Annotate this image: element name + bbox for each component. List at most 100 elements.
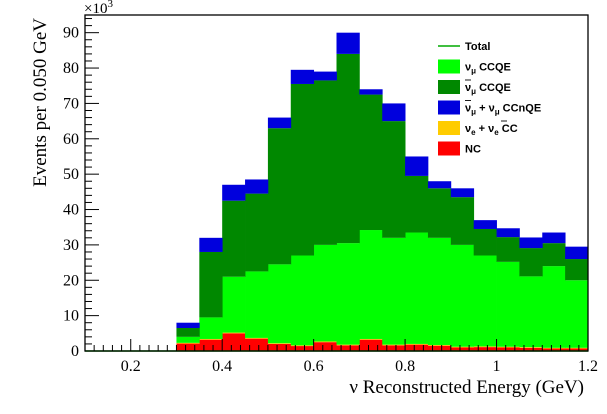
bar--ccqe-bin-14 [405,175,429,233]
y-tick-label: 40 [63,202,79,219]
bar--e-e-cc-bin-10 [313,341,337,343]
bar--e-e-cc-bin-5 [199,338,223,340]
bar-nc-bin-18 [496,347,520,351]
bar--ccnqe-bin-5 [199,237,223,252]
legend-label-rest2: CC [499,123,518,135]
legend-swatch [438,121,460,135]
bar-nc-bin-13 [382,345,406,351]
y-tick-label: 0 [71,343,79,360]
bar-nc-bin-17 [473,347,497,351]
x-tick-label: 1.2 [578,358,598,375]
bar--e-e-cc-bin-16 [450,346,475,348]
legend-swatch [438,141,460,156]
bar--ccqe-bin-16 [450,197,475,245]
x-axis: 0.2 0.4 0.6 0.8 1 1.2 [84,339,598,375]
bar--ccqe-bin-7 [245,271,269,338]
bar--ccnqe-bin-6 [222,184,246,201]
bar-nc-bin-7 [245,338,269,351]
y-tick-label: 60 [63,131,79,148]
legend-label-rest: + ν [476,123,495,135]
legend-swatch [438,100,460,115]
bar--ccnqe-bin-13 [382,103,406,122]
bar-nc-bin-21 [565,348,589,351]
bar--ccqe-bin-13 [382,121,406,238]
bar--e-e-cc-bin-12 [359,338,383,340]
bar--ccqe-bin-19 [519,248,543,277]
bar--e-e-cc-bin-21 [565,347,589,349]
bar-nc-bin-12 [359,339,383,351]
x-tick-label: 1 [493,358,501,375]
bar-nc-bin-15 [427,345,452,351]
bar--ccqe-bin-21 [565,259,589,281]
bar--ccnqe-bin-12 [359,89,383,95]
bar--ccqe-bin-21 [565,280,589,348]
bar--ccnqe-bin-8 [267,117,292,129]
legend-label: Total [465,41,490,53]
legend-swatch [438,80,460,94]
y-tick-label: 90 [63,25,79,42]
bar--e-e-cc-bin-19 [519,347,543,348]
y-tick-label: 70 [63,95,79,112]
bar--ccqe-bin-8 [267,264,292,344]
bar-nc-bin-11 [336,345,360,351]
y-axis: 0 10 20 30 40 50 60 70 80 90 [63,18,99,360]
y-tick-label: 20 [63,272,79,289]
x-tick-label: 0.8 [395,358,415,375]
bar--e-e-cc-bin-17 [473,346,497,348]
bar--ccnqe-bin-16 [450,188,475,198]
bar--ccnqe-bin-10 [313,71,337,81]
legend-label-sub2: e [494,128,499,137]
bar--ccqe-bin-14 [405,232,429,344]
bar--ccqe-bin-20 [542,243,566,267]
x-tick-label: 0.6 [304,358,324,375]
bar--ccqe-bin-20 [542,266,566,348]
plot-frame [84,14,589,352]
legend-label: νμ CCQE [465,82,511,96]
bar--ccqe-bin-12 [359,94,383,231]
bar--ccnqe-bin-4 [176,322,200,329]
bar--ccqe-bin-9 [290,255,315,346]
legend-label-main: ν [465,103,471,115]
bar--e-e-cc-bin-9 [290,345,315,347]
bar--ccqe-bin-11 [336,243,360,345]
bar-nc-bin-14 [405,344,429,351]
y-tick-label: 50 [63,166,79,183]
bar-nc-bin-16 [450,347,475,351]
x-axis-label: ν Reconstructed Energy (GeV) [349,377,584,398]
bar--e-e-cc-bin-13 [382,344,406,346]
bar--e-e-cc-bin-11 [336,344,360,346]
y-tick-label: 30 [63,237,79,254]
bar--ccqe-bin-10 [313,80,337,245]
bar--e-e-cc-bin-4 [176,342,200,344]
bar--ccnqe-bin-17 [473,220,497,229]
legend-label-sub: μ [471,108,476,117]
bar--ccqe-bin-10 [313,244,337,342]
bar--e-e-cc-bin-7 [245,337,269,339]
bar--e-e-cc-bin-6 [222,332,246,334]
bar--ccnqe-bin-20 [542,232,566,244]
bar-nc-bin-4 [176,343,200,351]
legend-label-main: Total [465,41,490,53]
legend-swatch [438,59,460,74]
bar--ccqe-bin-15 [427,188,452,238]
bar--ccqe-bin-9 [290,83,315,256]
legend-label-rest: + ν [476,103,495,115]
bar--ccqe-bin-18 [496,261,520,347]
bar-nc-bin-9 [290,346,315,351]
bar--e-e-cc-bin-8 [267,343,292,344]
bar--ccqe-bin-18 [496,237,520,262]
legend-label-sub: e [471,128,476,137]
bar-nc-bin-6 [222,333,246,351]
x-tick-label: 0.2 [121,358,141,375]
bar--ccnqe-bin-7 [245,179,269,194]
bar--ccqe-bin-6 [222,276,246,333]
bar--ccqe-bin-13 [382,237,406,345]
legend-label: νμ CCQE [465,62,511,76]
bars-layer [176,32,589,351]
bar--ccqe-bin-19 [519,276,543,348]
bar-nc-bin-8 [267,343,292,351]
bar--ccqe-bin-17 [473,255,497,347]
